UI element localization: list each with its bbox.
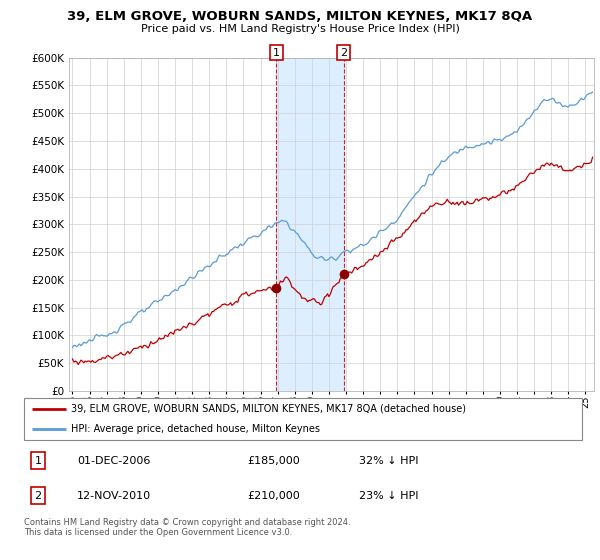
Text: 2: 2 <box>34 491 41 501</box>
Text: HPI: Average price, detached house, Milton Keynes: HPI: Average price, detached house, Milt… <box>71 424 320 434</box>
Text: 2: 2 <box>340 48 347 58</box>
Text: 23% ↓ HPI: 23% ↓ HPI <box>359 491 418 501</box>
Text: £210,000: £210,000 <box>247 491 300 501</box>
Text: Price paid vs. HM Land Registry's House Price Index (HPI): Price paid vs. HM Land Registry's House … <box>140 24 460 34</box>
Text: 1: 1 <box>273 48 280 58</box>
Text: 32% ↓ HPI: 32% ↓ HPI <box>359 456 418 465</box>
Text: 39, ELM GROVE, WOBURN SANDS, MILTON KEYNES, MK17 8QA: 39, ELM GROVE, WOBURN SANDS, MILTON KEYN… <box>67 10 533 23</box>
Text: 39, ELM GROVE, WOBURN SANDS, MILTON KEYNES, MK17 8QA (detached house): 39, ELM GROVE, WOBURN SANDS, MILTON KEYN… <box>71 404 466 414</box>
FancyBboxPatch shape <box>24 398 582 440</box>
Text: £185,000: £185,000 <box>247 456 300 465</box>
Text: 01-DEC-2006: 01-DEC-2006 <box>77 456 151 465</box>
Text: Contains HM Land Registry data © Crown copyright and database right 2024.
This d: Contains HM Land Registry data © Crown c… <box>24 518 350 538</box>
Text: 1: 1 <box>34 456 41 465</box>
Bar <box>276 58 344 391</box>
Text: 12-NOV-2010: 12-NOV-2010 <box>77 491 151 501</box>
